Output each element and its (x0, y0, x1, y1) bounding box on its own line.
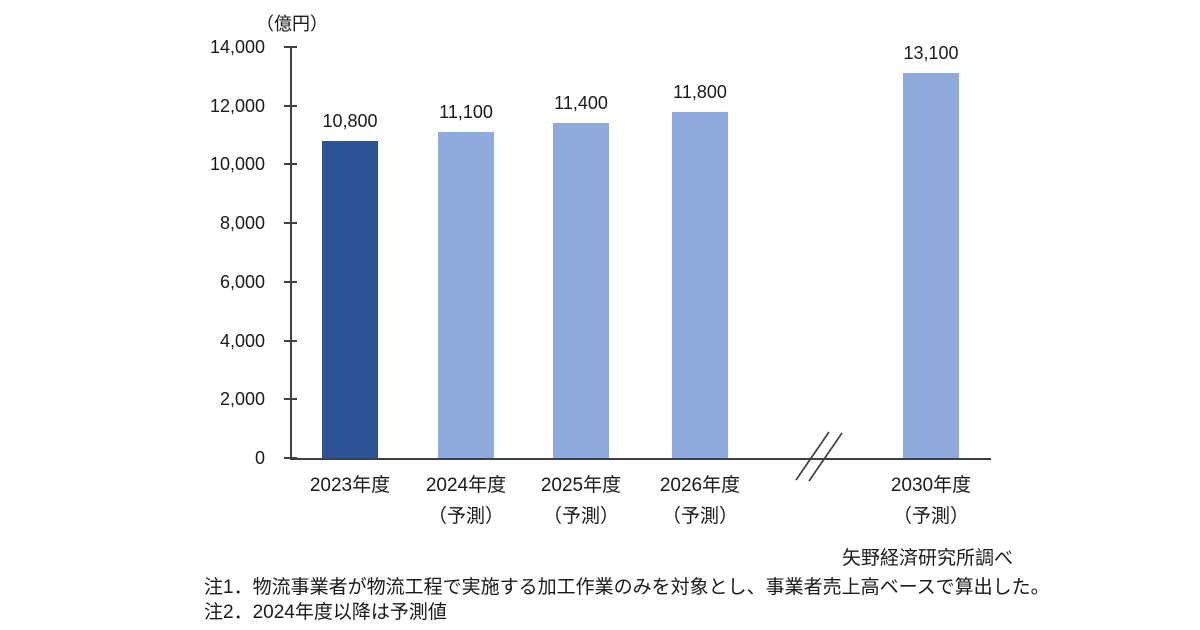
x-axis-line (290, 458, 991, 460)
y-axis-tick-mark (284, 398, 297, 401)
x-axis-sublabel: （予測） (661, 506, 738, 527)
x-axis-label: 2024年度 (425, 475, 507, 496)
bar-value-label: 13,100 (903, 43, 959, 64)
source-credit: 矢野経済研究所調べ (841, 548, 1013, 569)
bar (553, 123, 609, 458)
y-axis-tick-mark (284, 457, 297, 459)
y-axis-tick-label: 12,000 (209, 95, 265, 116)
bar (903, 73, 959, 458)
y-axis-tick-label: 14,000 (209, 37, 265, 57)
y-axis-tick-mark (284, 222, 297, 225)
y-axis-tick-label: 10,000 (209, 154, 265, 175)
bar (322, 140, 378, 458)
bar-value-label: 10,800 (322, 110, 378, 131)
x-axis-sublabel: （予測） (427, 506, 504, 527)
y-axis-tick-mark (284, 339, 297, 342)
x-axis-label: 2025年度 (540, 475, 622, 496)
note-1: 注1．物流事業者が物流工程で実施する加工作業のみを対象とし、事業者売上高ベースで… (204, 577, 1050, 598)
x-axis-sublabel: （予測） (892, 506, 969, 527)
y-axis-tick-label: 2,000 (219, 389, 265, 410)
bar-value-label: 11,400 (554, 93, 608, 114)
y-axis-tick-mark (284, 280, 297, 283)
x-axis-label: 2023年度 (309, 475, 391, 496)
y-axis-tick-label: 6,000 (219, 271, 265, 292)
axis-break-icon (795, 431, 843, 482)
y-axis-tick-label: 0 (254, 448, 265, 468)
bar-value-label: 11,100 (439, 102, 493, 123)
y-axis-line (290, 47, 292, 459)
note-2: 注2．2024年度以降は予測値 (204, 602, 447, 623)
y-axis-unit-label: （億円） (256, 14, 328, 34)
y-axis-tick-mark (284, 46, 297, 48)
y-axis-tick-label: 8,000 (219, 213, 265, 234)
y-axis-tick-mark (284, 163, 297, 166)
y-axis-tick-label: 4,000 (219, 330, 265, 351)
x-axis-sublabel: （予測） (542, 506, 619, 527)
bar (438, 132, 494, 458)
bar-value-label: 11,800 (673, 81, 727, 102)
bar (672, 111, 728, 458)
y-axis-tick-mark (284, 104, 297, 107)
x-axis-label: 2030年度 (890, 475, 972, 496)
x-axis-label: 2026年度 (659, 475, 741, 496)
